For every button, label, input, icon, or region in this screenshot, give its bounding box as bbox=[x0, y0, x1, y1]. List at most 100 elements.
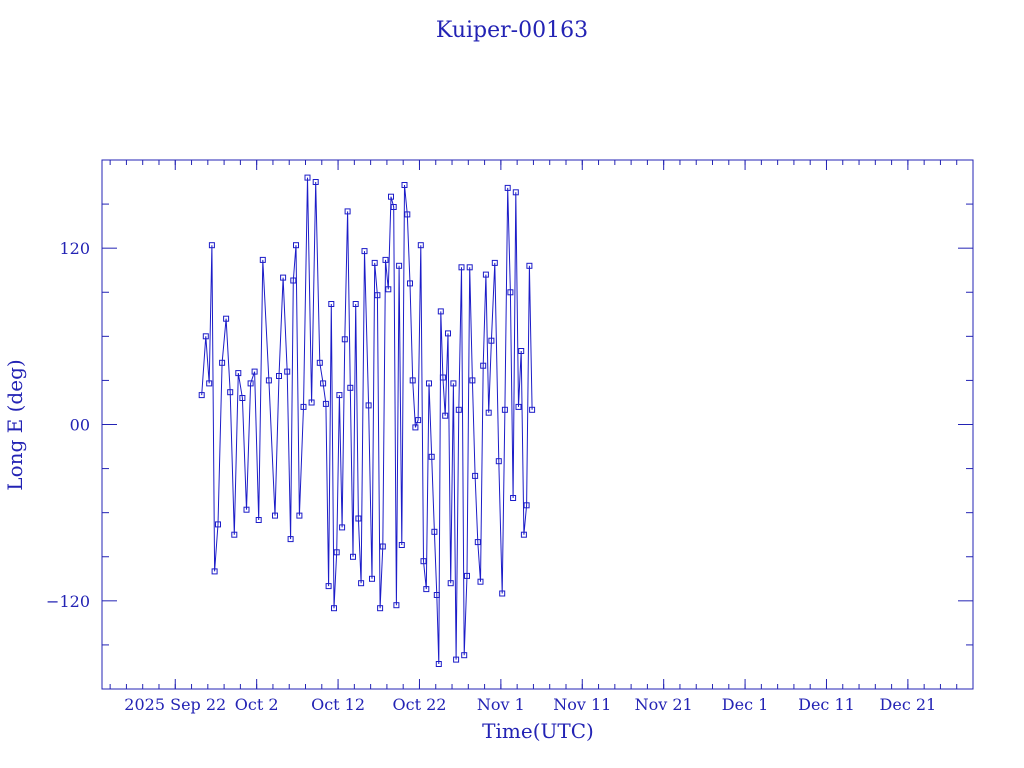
data-point bbox=[445, 330, 451, 337]
data-point bbox=[488, 337, 495, 344]
data-point bbox=[428, 453, 435, 460]
data-point bbox=[255, 517, 262, 523]
data-point bbox=[235, 370, 242, 377]
data-point bbox=[265, 377, 272, 384]
data-point bbox=[215, 521, 221, 528]
data-point bbox=[501, 406, 508, 413]
data-point bbox=[442, 412, 449, 419]
y-tick-label: 00 bbox=[70, 416, 90, 435]
data-point bbox=[412, 424, 419, 431]
data-point bbox=[325, 583, 332, 590]
data-point bbox=[320, 380, 327, 387]
x-tick-label: Nov 1 bbox=[477, 695, 525, 714]
data-point bbox=[510, 495, 517, 501]
data-point bbox=[455, 406, 462, 413]
y-axis-label: Long E (deg) bbox=[3, 359, 27, 490]
data-point bbox=[420, 558, 427, 565]
plot-frame bbox=[101, 159, 974, 690]
data-point bbox=[296, 512, 303, 519]
data-point bbox=[331, 605, 337, 612]
data-point bbox=[407, 280, 413, 287]
data-point bbox=[461, 652, 468, 659]
y-tick-label: 120 bbox=[59, 239, 90, 258]
series-line bbox=[201, 177, 533, 665]
data-point bbox=[198, 392, 205, 399]
x-tick-label: Dec 11 bbox=[798, 695, 855, 714]
data-point bbox=[358, 580, 365, 587]
data-point bbox=[322, 400, 329, 407]
data-point bbox=[247, 380, 254, 387]
data-point bbox=[280, 274, 287, 281]
data-point bbox=[523, 502, 530, 509]
data-point bbox=[393, 602, 400, 609]
data-point bbox=[379, 543, 386, 550]
data-point bbox=[439, 374, 446, 381]
data-point bbox=[219, 359, 226, 366]
data-point bbox=[426, 380, 432, 387]
data-point bbox=[398, 542, 405, 548]
data-point bbox=[347, 384, 354, 391]
data-point bbox=[515, 403, 522, 410]
data-point bbox=[304, 174, 311, 181]
data-point bbox=[396, 262, 403, 269]
data-point bbox=[371, 259, 378, 266]
data-point bbox=[474, 539, 481, 546]
data-point bbox=[507, 289, 514, 296]
data-point bbox=[466, 264, 473, 271]
data-point bbox=[361, 248, 368, 255]
data-point bbox=[284, 368, 291, 375]
data-point bbox=[404, 211, 411, 218]
data-point bbox=[401, 182, 408, 188]
data-point bbox=[272, 512, 278, 519]
data-point bbox=[293, 242, 299, 249]
y-tick-label: −120 bbox=[46, 592, 90, 611]
series-layer bbox=[198, 174, 536, 667]
data-point bbox=[472, 472, 479, 479]
data-point bbox=[504, 184, 511, 191]
data-point bbox=[529, 406, 536, 413]
data-point bbox=[374, 292, 381, 299]
data-point bbox=[480, 362, 487, 369]
x-tick-label: Nov 11 bbox=[553, 695, 611, 714]
data-point bbox=[308, 399, 315, 406]
data-point bbox=[377, 605, 384, 612]
data-point bbox=[333, 549, 340, 556]
data-point bbox=[290, 277, 297, 284]
data-point bbox=[365, 402, 372, 409]
data-point bbox=[390, 204, 397, 210]
chart-title: Kuiper-00163 bbox=[436, 18, 588, 43]
data-point bbox=[423, 586, 430, 593]
data-point bbox=[206, 380, 213, 387]
data-point bbox=[259, 256, 266, 263]
data-point bbox=[251, 368, 258, 375]
data-point bbox=[518, 348, 525, 354]
x-tick-label: Nov 21 bbox=[635, 695, 693, 714]
data-point bbox=[482, 271, 489, 278]
x-tick-label: Oct 22 bbox=[392, 695, 446, 714]
data-point bbox=[276, 373, 282, 379]
data-point bbox=[512, 189, 519, 196]
data-point bbox=[223, 315, 230, 322]
data-point bbox=[520, 531, 527, 538]
data-point bbox=[453, 656, 460, 663]
data-point bbox=[526, 262, 533, 269]
data-point bbox=[437, 308, 444, 315]
data-point bbox=[227, 389, 234, 396]
data-point bbox=[352, 301, 359, 307]
data-point bbox=[491, 259, 498, 266]
data-point bbox=[202, 333, 209, 340]
data-point bbox=[350, 553, 356, 560]
data-point bbox=[344, 208, 351, 215]
data-point bbox=[499, 590, 506, 597]
data-point bbox=[328, 301, 335, 307]
data-point bbox=[450, 380, 457, 387]
data-point bbox=[485, 409, 492, 416]
data-point bbox=[382, 256, 389, 263]
data-point bbox=[316, 359, 323, 366]
x-tick-label: Dec 1 bbox=[722, 695, 769, 714]
data-point bbox=[464, 572, 470, 579]
data-point bbox=[243, 506, 250, 513]
data-point bbox=[385, 286, 392, 293]
x-axis-label: Time(UTC) bbox=[482, 719, 594, 743]
